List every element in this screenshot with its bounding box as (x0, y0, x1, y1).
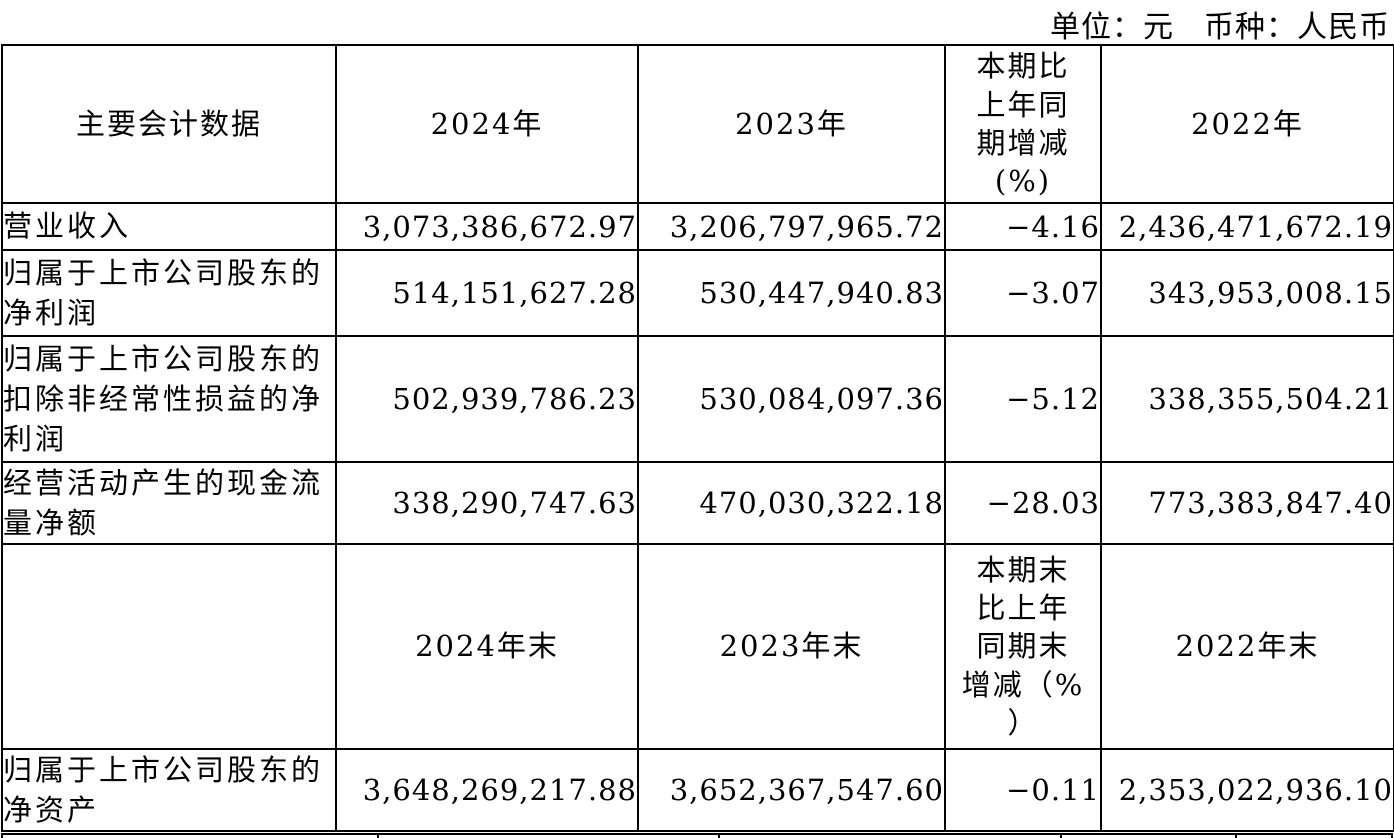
unit-value: 元 (1143, 10, 1174, 45)
value-2024: 3,648,269,217.88 (335, 748, 639, 833)
sliver-column-line (1235, 835, 1237, 838)
value-2024: 502,939,786.23 (335, 335, 639, 463)
value-2022: 343,953,008.15 (1100, 249, 1394, 337)
currency-value: 人民币 (1297, 10, 1390, 45)
header-2024-eoy: 2024年末 (335, 543, 639, 751)
value-2024: 514,151,627.28 (335, 249, 639, 337)
value-2022: 338,355,504.21 (1100, 335, 1394, 463)
value-2023: 530,084,097.36 (637, 335, 946, 463)
table-row-revenue: 营业收入 3,073,386,672.97 3,206,797,965.72 −… (1, 202, 1394, 251)
metric-label: 营业收入 (1, 202, 337, 251)
header-2022-eoy: 2022年末 (1100, 543, 1394, 751)
table-row-operating-cash-flow: 经营活动产生的现金流量净额 338,290,747.63 470,030,322… (1, 460, 1394, 546)
table-row-net-profit-excl-nonrecurring: 归属于上市公司股东的扣除非经常性损益的净利润 502,939,786.23 53… (1, 335, 1394, 463)
value-2024: 338,290,747.63 (335, 460, 639, 546)
table-row-period-header: 主要会计数据 2024年 2023年 本期比 上年同 期增减 (%) 2022年 (1, 44, 1394, 204)
value-2023: 470,030,322.18 (637, 460, 946, 546)
value-2023: 3,206,797,965.72 (637, 202, 946, 251)
header-2024: 2024年 (335, 44, 639, 204)
currency-label: 币种： (1204, 10, 1297, 45)
sliver-border-right (1391, 835, 1393, 838)
header-2023: 2023年 (637, 44, 946, 204)
change-percent: −0.11 (944, 748, 1102, 833)
header-change-percent: 本期比 上年同 期增减 (%) (944, 44, 1102, 204)
header-metric-empty (1, 543, 337, 751)
value-2024: 3,073,386,672.97 (335, 202, 639, 251)
change-percent: −3.07 (944, 249, 1102, 337)
header-2023-eoy: 2023年末 (637, 543, 946, 751)
value-2023: 3,652,367,547.60 (637, 748, 946, 833)
sliver-border-left (1, 835, 3, 838)
metric-label: 归属于上市公司股东的扣除非经常性损益的净利润 (1, 335, 337, 463)
value-2023: 530,447,940.83 (637, 249, 946, 337)
unit-label: 单位： (1050, 10, 1143, 45)
metric-label: 归属于上市公司股东的净资产 (1, 748, 337, 833)
table-row-net-profit: 归属于上市公司股东的净利润 514,151,627.28 530,447,940… (1, 249, 1394, 337)
next-table-partial-row (1, 833, 1393, 838)
change-percent: −28.03 (944, 460, 1102, 546)
metric-label: 经营活动产生的现金流量净额 (1, 460, 337, 546)
change-percent: −4.16 (944, 202, 1102, 251)
table-row-net-assets: 归属于上市公司股东的净资产 3,648,269,217.88 3,652,367… (1, 748, 1394, 833)
value-2022: 2,353,022,936.10 (1100, 748, 1394, 833)
key-accounting-data-table: 主要会计数据 2024年 2023年 本期比 上年同 期增减 (%) 2022年… (1, 44, 1394, 833)
sliver-column-line (1060, 835, 1062, 838)
metric-label: 归属于上市公司股东的净利润 (1, 249, 337, 337)
value-2022: 2,436,471,672.19 (1100, 202, 1394, 251)
unit-currency-note: 单位：元 币种：人民币 (1050, 2, 1390, 46)
change-percent: −5.12 (944, 335, 1102, 463)
value-2022: 773,383,847.40 (1100, 460, 1394, 546)
table-row-eoy-header: 2024年末 2023年末 本期末 比上年 同期末 增减（% ） 2022年末 (1, 543, 1394, 751)
sliver-column-line (718, 835, 720, 838)
header-eoy-change-percent: 本期末 比上年 同期末 增减（% ） (944, 543, 1102, 751)
header-2022: 2022年 (1100, 44, 1394, 204)
sliver-column-line (377, 835, 379, 838)
header-metric: 主要会计数据 (1, 44, 337, 204)
